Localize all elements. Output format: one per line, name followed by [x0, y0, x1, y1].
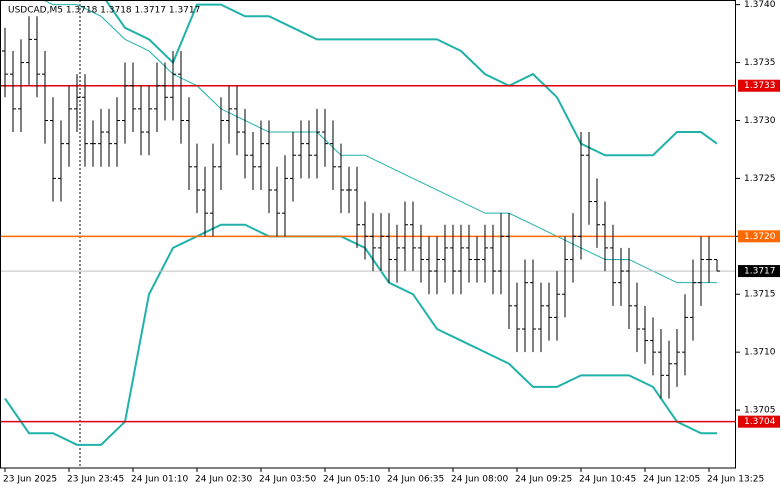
x-tick-label: 24 Jun 10:45 — [579, 475, 636, 485]
y-tick-label: 1.3705 — [744, 406, 776, 416]
plot-frame — [0, 0, 736, 469]
y-tick-label: 1.3740 — [744, 0, 776, 10]
x-tick-label: 24 Jun 09:25 — [515, 475, 572, 485]
level-label-box — [738, 79, 780, 92]
band-upper — [104, 0, 718, 157]
x-tick-label: 23 Jun 23:45 — [67, 475, 124, 485]
chart-title: USDCAD,M5 1.3718 1.3718 1.3717 1.3717 — [8, 6, 200, 16]
x-tick-label: 24 Jun 08:00 — [451, 475, 508, 485]
level-label-box — [738, 230, 780, 243]
y-tick-label: 1.3710 — [744, 348, 776, 358]
y-tick-label: 1.3715 — [744, 290, 776, 300]
level-label: 1.3704 — [744, 417, 776, 427]
y-tick-label: 1.3730 — [744, 116, 776, 126]
x-tick-label: 24 Jun 12:05 — [643, 475, 700, 485]
y-tick-label: 1.3735 — [744, 58, 776, 68]
level-label-box — [738, 265, 780, 278]
level-label-box — [738, 415, 780, 428]
x-tick-label: 24 Jun 02:30 — [195, 475, 252, 485]
x-tick-label: 24 Jun 01:10 — [131, 475, 188, 485]
plot-area — [0, 0, 736, 468]
x-tick-label: 24 Jun 13:25 — [707, 475, 764, 485]
band-lower — [4, 223, 717, 446]
x-tick-label: 24 Jun 06:35 — [387, 475, 444, 485]
band-middle — [42, 0, 717, 284]
level-label: 1.3717 — [744, 267, 776, 277]
x-tick-label: 24 Jun 03:50 — [259, 475, 316, 485]
level-label: 1.3720 — [744, 232, 776, 242]
level-label: 1.3733 — [744, 81, 776, 91]
y-tick-label: 1.3725 — [744, 174, 776, 184]
x-tick-label: 24 Jun 05:10 — [323, 475, 380, 485]
x-tick-label: 23 Jun 2025 — [3, 475, 57, 485]
